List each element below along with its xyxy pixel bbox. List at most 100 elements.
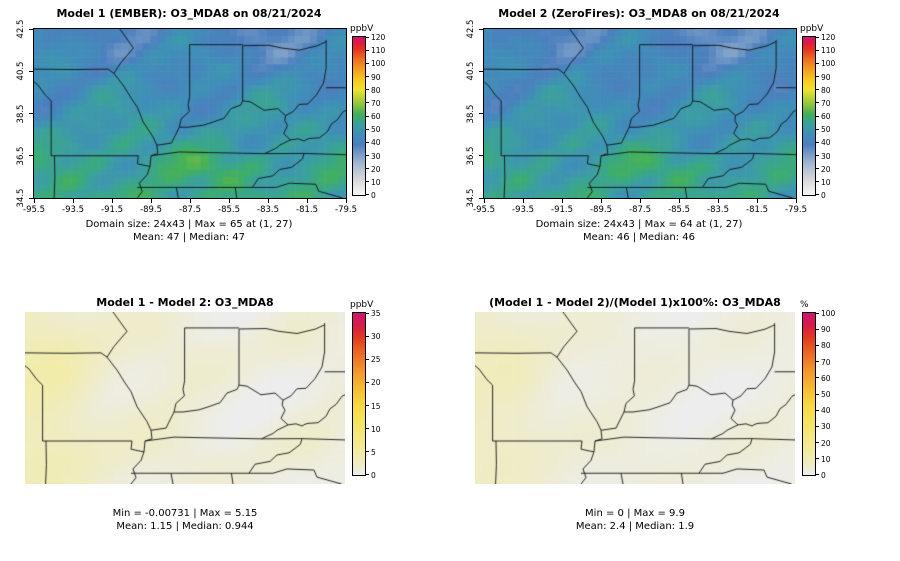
x-axis-tick-mark bbox=[522, 199, 524, 203]
x-axis-tick-mark bbox=[150, 199, 152, 203]
y-axis-tick-label: 36.5 bbox=[466, 146, 476, 166]
colorbar-tick-label: 90 bbox=[821, 325, 831, 335]
colorbar-tick-mark bbox=[816, 62, 819, 64]
colorbar-tick-label: 110 bbox=[371, 46, 386, 56]
panel4-stats-line1: Min = 0 | Max = 9.9 bbox=[585, 508, 685, 519]
x-axis-tick-mark bbox=[717, 199, 719, 203]
colorbar-tick-label: 90 bbox=[821, 72, 831, 82]
colorbar-tick-label: 50 bbox=[821, 125, 831, 135]
colorbar-tick-mark bbox=[816, 442, 819, 444]
panel1-map-canvas bbox=[34, 29, 346, 198]
y-axis-tick-mark bbox=[479, 155, 483, 157]
colorbar-tick-label: 100 bbox=[371, 59, 386, 69]
colorbar-tick-mark bbox=[816, 49, 819, 51]
x-axis-tick-label: -89.5 bbox=[140, 205, 162, 215]
y-axis-tick-mark bbox=[29, 113, 33, 114]
x-axis-tick-mark bbox=[678, 199, 680, 203]
y-axis-tick-mark bbox=[479, 113, 483, 114]
colorbar-tick-mark bbox=[816, 37, 819, 38]
colorbar-tick-mark bbox=[366, 49, 369, 51]
colorbar-tick-label: 40 bbox=[821, 138, 831, 148]
colorbar-tick-mark bbox=[366, 76, 369, 77]
colorbar-tick-label: 0 bbox=[371, 471, 376, 480]
colorbar-tick-mark bbox=[366, 428, 369, 430]
colorbar-tick-mark bbox=[366, 128, 369, 130]
panel4-colorbar-gradient bbox=[803, 313, 815, 475]
panel2-colorbar-bar: 0 10 20 30 40 50 60 70 80 90 100 110 120 bbox=[802, 33, 835, 200]
panel1-stats-line2: Mean: 47 | Median: 47 bbox=[133, 232, 245, 243]
panel3-title: Model 1 - Model 2: O3_MDA8 bbox=[96, 296, 274, 309]
x-axis-tick-mark bbox=[600, 199, 602, 203]
colorbar-tick-mark bbox=[816, 458, 819, 460]
panel2-map-canvas bbox=[484, 29, 796, 198]
y-axis-tick-label: 36.5 bbox=[16, 146, 26, 166]
colorbar-tick-label: 50 bbox=[371, 125, 381, 135]
colorbar-tick-label: 80 bbox=[371, 85, 381, 95]
colorbar-tick-mark bbox=[816, 115, 819, 117]
colorbar-tick-mark bbox=[366, 181, 369, 183]
panel4-colorbar: % 0 10 20 30 40 50 60 70 80 90 100 bbox=[800, 300, 835, 480]
x-axis-tick-mark bbox=[111, 199, 113, 203]
y-axis-tick-mark bbox=[29, 155, 33, 157]
x-axis-tick-label: -87.5 bbox=[179, 205, 201, 215]
colorbar-tick-label: 0 bbox=[371, 191, 376, 200]
panel3-map-canvas bbox=[25, 312, 345, 484]
colorbar-tick-label: 30 bbox=[821, 422, 831, 432]
y-axis-tick-mark bbox=[479, 70, 483, 72]
colorbar-tick-label: 10 bbox=[821, 177, 831, 187]
colorbar-tick-label: 50 bbox=[821, 390, 831, 399]
x-axis-tick-label: -79.5 bbox=[335, 205, 357, 215]
panel3-colorbar-unit-label: ppbV bbox=[350, 300, 374, 310]
panel4-colorbar-unit-label: % bbox=[800, 300, 809, 310]
colorbar-tick-mark bbox=[816, 102, 819, 104]
colorbar-tick-mark bbox=[366, 37, 369, 38]
panel1-colorbar-bar: 0 10 20 30 40 50 60 70 80 90 100 110 120 bbox=[352, 33, 385, 200]
panel4-stats-line2: Mean: 2.4 | Median: 1.9 bbox=[575, 521, 695, 532]
panel4-title: (Model 1 - Model 2)/(Model 1)x100%: O3_M… bbox=[489, 296, 781, 309]
x-axis-tick-label: -93.5 bbox=[62, 205, 84, 215]
colorbar-tick-label: 110 bbox=[821, 46, 836, 56]
colorbar-tick-mark bbox=[816, 168, 819, 170]
colorbar-tick-mark bbox=[816, 361, 819, 363]
colorbar-tick-mark bbox=[366, 358, 369, 360]
colorbar-tick-mark bbox=[816, 409, 819, 411]
colorbar-tick-label: 30 bbox=[371, 151, 381, 161]
colorbar-tick-mark bbox=[366, 313, 369, 314]
panel4-map bbox=[475, 312, 795, 484]
colorbar-tick-label: 20 bbox=[821, 438, 831, 448]
y-axis-tick-label: 38.5 bbox=[16, 104, 26, 123]
x-axis-tick-mark bbox=[795, 199, 797, 203]
colorbar-tick-mark bbox=[366, 474, 369, 475]
colorbar-tick-label: 60 bbox=[821, 373, 831, 383]
y-axis-tick-mark bbox=[479, 197, 483, 199]
panel1-title: Model 1 (EMBER): O3_MDA8 on 08/21/2024 bbox=[56, 7, 322, 20]
panel3-stats-line1: Min = -0.00731 | Max = 5.15 bbox=[112, 508, 258, 519]
colorbar-tick-label: 0 bbox=[821, 471, 826, 480]
x-axis-tick-label: -85.5 bbox=[218, 205, 240, 215]
colorbar-tick-mark bbox=[366, 102, 369, 104]
panel2-title: Model 2 (ZeroFires): O3_MDA8 on 08/21/20… bbox=[498, 7, 780, 20]
x-axis-tick-mark bbox=[267, 199, 269, 203]
panel2-map: -95.5 -93.5 -91.5 -89.5 -87.5 -85.5 -83.5 -81.5… bbox=[466, 20, 807, 215]
x-axis-tick-label: -85.5 bbox=[668, 205, 690, 215]
x-axis-tick-mark bbox=[561, 199, 563, 203]
colorbar-tick-label: 70 bbox=[821, 357, 831, 367]
panel1-colorbar-gradient bbox=[353, 37, 365, 195]
x-axis-tick-mark bbox=[756, 199, 758, 203]
colorbar-tick-mark bbox=[366, 451, 369, 453]
colorbar-tick-label: 10 bbox=[371, 424, 381, 434]
panel2-stats-line2: Mean: 46 | Median: 46 bbox=[583, 232, 695, 243]
y-axis-tick-label: 42.5 bbox=[16, 19, 26, 39]
colorbar-tick-mark bbox=[816, 474, 819, 475]
panel3-colorbar-gradient bbox=[353, 313, 365, 475]
y-axis-tick-label: 38.5 bbox=[466, 104, 476, 123]
colorbar-tick-label: 15 bbox=[371, 401, 381, 411]
colorbar-tick-label: 20 bbox=[821, 164, 831, 174]
panel3-colorbar-bar: 0 5 10 15 20 25 30 35 bbox=[352, 309, 381, 480]
colorbar-tick-label: 40 bbox=[371, 138, 381, 148]
x-axis-tick-label: -81.5 bbox=[746, 205, 768, 215]
colorbar-tick-mark bbox=[366, 89, 369, 91]
x-axis-tick-mark bbox=[345, 199, 347, 203]
x-axis-tick-label: -95.5 bbox=[473, 205, 495, 215]
y-axis-tick-mark bbox=[29, 70, 33, 72]
